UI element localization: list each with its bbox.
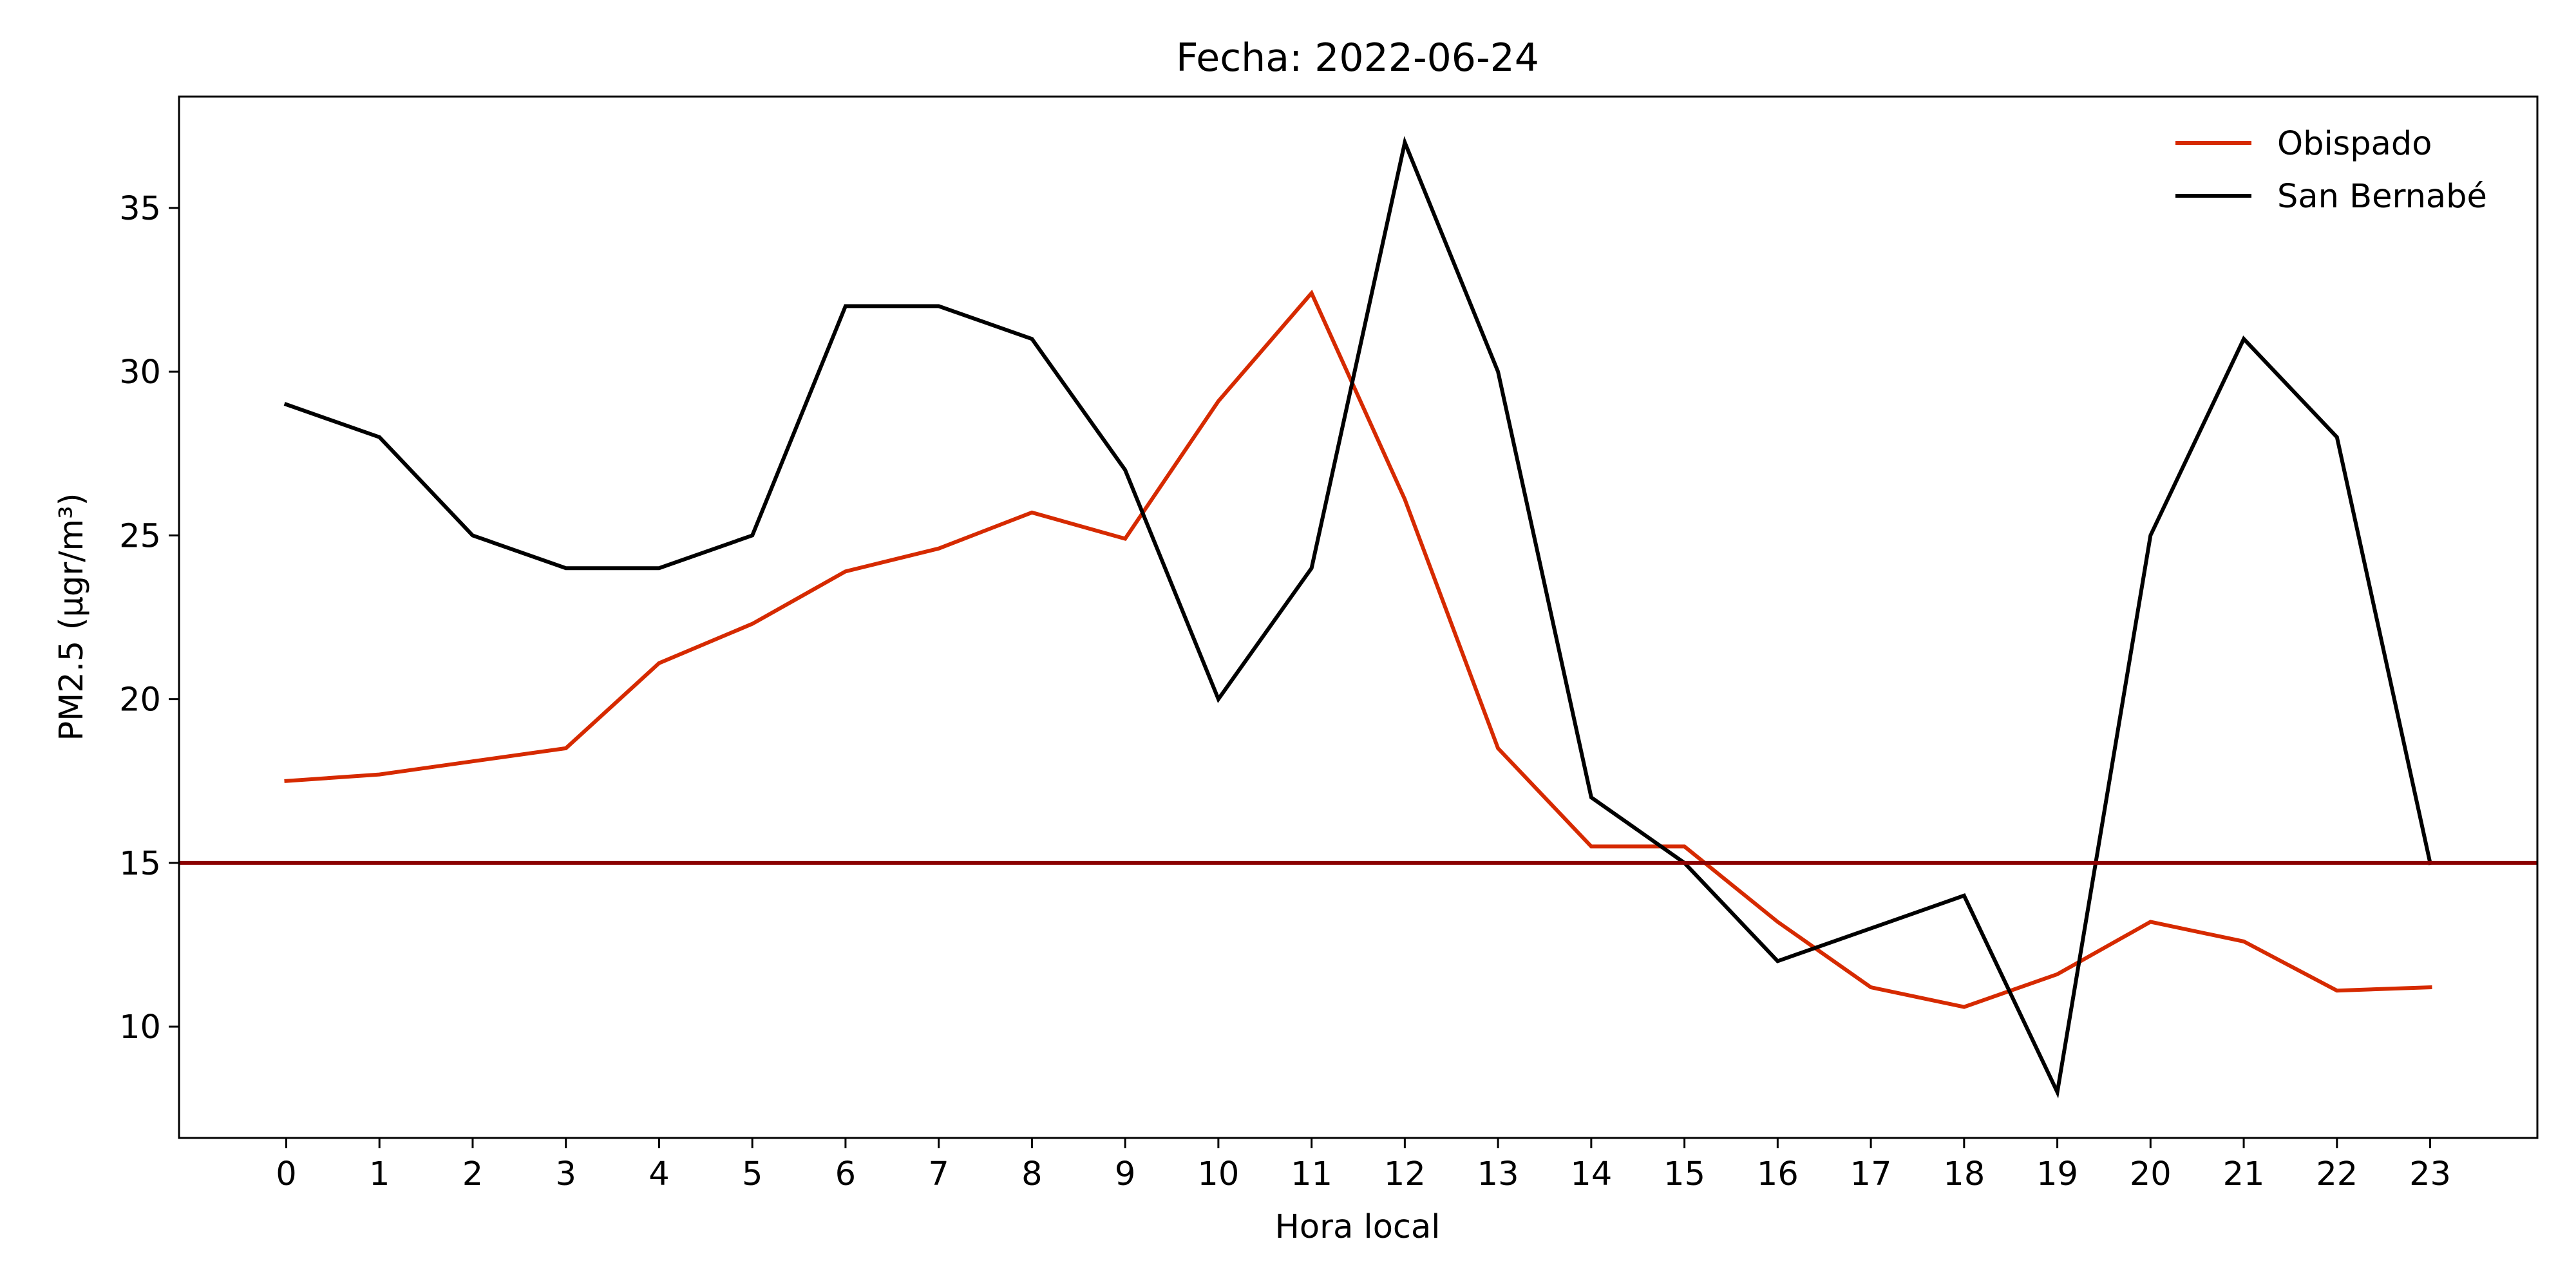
x-tick-label: 21	[2223, 1155, 2265, 1193]
y-tick-label: 30	[119, 354, 161, 392]
legend-label-1: San Bernabé	[2277, 178, 2487, 216]
x-tick-label: 20	[2130, 1155, 2172, 1193]
x-tick-label: 9	[1115, 1155, 1135, 1193]
plot-area	[179, 136, 2537, 1099]
y-axis: 10 15 20 25 30 35	[119, 190, 179, 1046]
y-tick-label: 35	[119, 190, 161, 228]
y-tick-label: 15	[119, 845, 161, 883]
series-line-1	[283, 136, 2433, 1099]
chart-title: Fecha: 2022-06-24	[1176, 35, 1539, 80]
x-tick-label: 22	[2316, 1155, 2358, 1193]
x-tick-label: 12	[1384, 1155, 1426, 1193]
x-tick-label: 11	[1291, 1155, 1332, 1193]
x-tick-label: 17	[1850, 1155, 1892, 1193]
x-tick-label: 3	[555, 1155, 576, 1193]
x-tick-label: 13	[1477, 1155, 1519, 1193]
x-tick-label: 23	[2409, 1155, 2451, 1193]
legend-label-0: Obispado	[2277, 125, 2432, 163]
plot-frame	[178, 95, 2539, 1139]
x-tick-label: 4	[649, 1155, 669, 1193]
x-tick-label: 6	[835, 1155, 856, 1193]
x-axis-label: Hora local	[1275, 1208, 1441, 1246]
x-tick-label: 19	[2036, 1155, 2078, 1193]
x-tick-label: 0	[276, 1155, 296, 1193]
legend: Obispado San Bernabé	[2175, 125, 2487, 216]
x-tick-label: 15	[1663, 1155, 1705, 1193]
x-tick-label: 8	[1021, 1155, 1042, 1193]
y-tick-label: 10	[119, 1009, 161, 1046]
y-tick-label: 25	[119, 517, 161, 555]
x-tick-label: 14	[1570, 1155, 1612, 1193]
x-tick-label: 18	[1943, 1155, 1985, 1193]
series-line-0	[284, 289, 2432, 1009]
x-tick-label: 2	[462, 1155, 483, 1193]
y-axis-label: PM2.5 (μgr/m³)	[53, 493, 91, 741]
x-tick-label: 16	[1757, 1155, 1799, 1193]
x-tick-label: 1	[369, 1155, 390, 1193]
x-tick-label: 5	[742, 1155, 762, 1193]
x-axis: 0 1 2 3 4 5 6 7 8 9 10 11 12 13 14 15 16 17 18 19 20 21 22 23	[276, 1138, 2451, 1193]
y-tick-label: 20	[119, 681, 161, 719]
x-tick-label: 7	[928, 1155, 949, 1193]
x-tick-label: 10	[1197, 1155, 1239, 1193]
